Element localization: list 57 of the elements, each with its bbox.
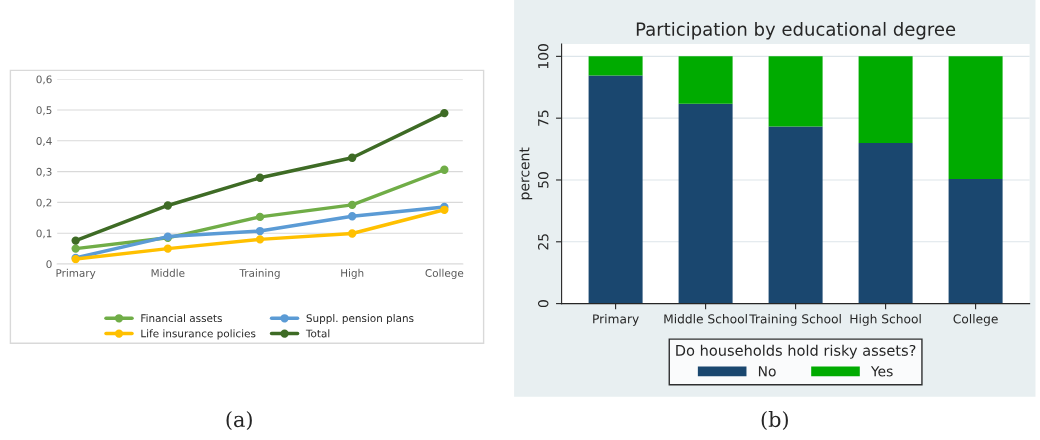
y-tick-label: 0,1 xyxy=(36,229,52,239)
y-axis-title: percent xyxy=(519,147,533,200)
point xyxy=(71,236,80,245)
x-tick-label: Primary xyxy=(56,268,96,279)
x-tick-label: High xyxy=(341,268,364,279)
y-tick-label: 50 xyxy=(537,172,549,188)
y-tick-label: 25 xyxy=(537,234,549,250)
point xyxy=(163,244,172,253)
y-tick-label: 0 xyxy=(46,260,52,269)
x-tick-label: College xyxy=(425,268,464,279)
point xyxy=(348,212,357,221)
bar xyxy=(588,56,643,76)
point xyxy=(440,165,449,174)
y-tick-label: 0,2 xyxy=(36,198,52,208)
bar xyxy=(768,126,823,304)
y-tick-label: 0,4 xyxy=(36,137,52,146)
bar xyxy=(768,56,823,127)
point xyxy=(440,108,449,118)
bar xyxy=(858,56,913,143)
bar xyxy=(678,56,733,104)
x-tick-label: High School xyxy=(850,314,921,326)
point xyxy=(255,173,265,182)
x-tick-label: Primary xyxy=(593,314,639,326)
point xyxy=(71,244,80,253)
text: (a) xyxy=(226,411,252,431)
point xyxy=(255,212,265,222)
y-tick-label: 0 xyxy=(537,300,549,308)
chart-title: Participation by educational degree xyxy=(636,21,956,40)
y-tick-label: 75 xyxy=(538,110,549,126)
legend-label: Total xyxy=(305,329,330,338)
x-tick-label: Middle School xyxy=(664,314,747,324)
point xyxy=(163,201,172,210)
x-tick-label: Training xyxy=(239,268,280,279)
bar xyxy=(858,142,913,304)
legend-label: Life insurance policies xyxy=(141,329,256,340)
x-tick-label: College xyxy=(953,314,998,326)
text: (b) xyxy=(761,411,788,431)
y-tick-label: 0,5 xyxy=(36,106,52,116)
legend-label: Financial assets xyxy=(141,314,222,323)
bar xyxy=(588,75,643,304)
point xyxy=(348,229,357,238)
x-tick-label: Middle xyxy=(151,268,185,277)
y-tick-label: 0,6 xyxy=(36,75,52,85)
bar xyxy=(948,56,1003,179)
legend-label: Yes xyxy=(870,366,893,377)
x-tick-label: Training School xyxy=(749,314,841,326)
y-tick-label: 0,3 xyxy=(36,167,52,177)
point xyxy=(348,200,357,210)
legend-title: Do households hold risky assets? xyxy=(676,344,916,359)
point xyxy=(255,235,265,244)
bar xyxy=(678,103,733,304)
point xyxy=(255,226,265,236)
bar xyxy=(948,178,1003,304)
legend-label: Suppl. pension plans xyxy=(306,314,414,325)
point xyxy=(348,153,357,162)
y-tick-label: 100 xyxy=(537,44,549,69)
legend-label: No xyxy=(758,366,776,377)
